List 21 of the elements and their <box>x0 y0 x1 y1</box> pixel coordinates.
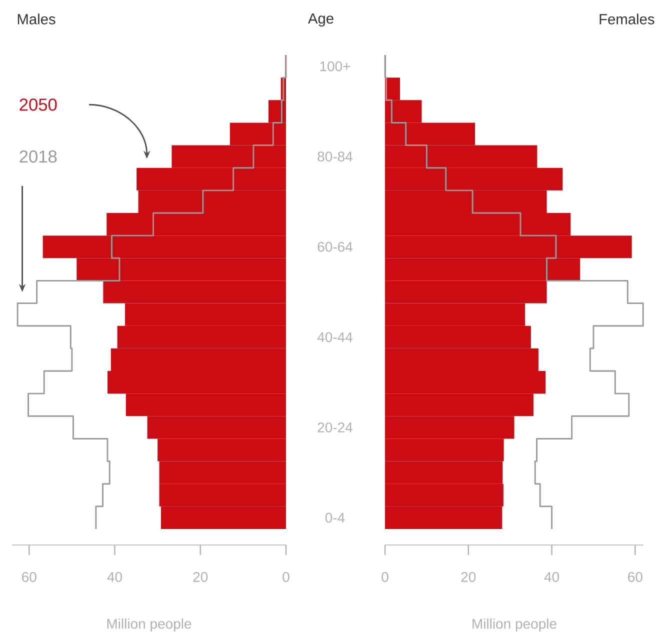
y-tick-label: 80-84 <box>318 152 352 162</box>
y-tick-label: 40-44 <box>317 332 352 342</box>
y-tick-label: 100+ <box>320 61 350 72</box>
text: 2018 <box>20 150 57 163</box>
x-tick-label: 40 <box>107 572 122 582</box>
x-tick-label: 0 <box>282 572 290 582</box>
x-axis-title: Million people <box>107 618 192 632</box>
x-tick-label: 20 <box>193 572 208 582</box>
y-axis-title: Age <box>308 13 334 27</box>
x-tick-label: 60 <box>22 572 36 582</box>
chart-title: Males <box>18 14 56 24</box>
text: 2050 <box>20 98 57 111</box>
x-axis-title: Million people <box>472 618 556 632</box>
y-tick-label: 60-64 <box>318 242 352 252</box>
x-tick-label: 60 <box>628 572 642 582</box>
x-tick-label: 0 <box>382 572 388 582</box>
y-tick-label: 20-24 <box>318 422 352 432</box>
x-tick-label: 20 <box>461 572 476 582</box>
x-tick-label: 40 <box>544 572 560 582</box>
chart-title: Females <box>600 14 654 24</box>
y-tick-label: 0-4 <box>325 512 345 523</box>
